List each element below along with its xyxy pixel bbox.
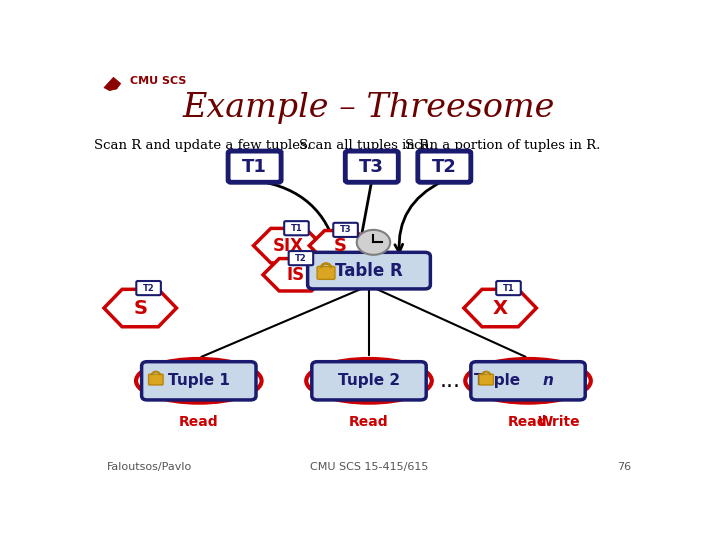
Ellipse shape bbox=[306, 359, 432, 403]
Polygon shape bbox=[253, 228, 323, 263]
Text: S: S bbox=[333, 237, 346, 255]
Ellipse shape bbox=[136, 359, 261, 403]
Text: Read: Read bbox=[508, 415, 548, 429]
FancyBboxPatch shape bbox=[284, 221, 309, 235]
Text: T1: T1 bbox=[503, 284, 514, 293]
FancyBboxPatch shape bbox=[333, 223, 358, 237]
Polygon shape bbox=[310, 231, 371, 261]
Polygon shape bbox=[464, 289, 536, 327]
Text: Read: Read bbox=[179, 415, 219, 429]
Text: ...: ... bbox=[439, 371, 460, 391]
Text: Scan a portion of tuples in R.: Scan a portion of tuples in R. bbox=[405, 139, 600, 152]
FancyBboxPatch shape bbox=[307, 252, 431, 289]
Text: X: X bbox=[492, 299, 508, 318]
FancyBboxPatch shape bbox=[471, 362, 585, 400]
Text: CMU SCS 15-415/615: CMU SCS 15-415/615 bbox=[310, 462, 428, 472]
Text: T1: T1 bbox=[291, 224, 302, 233]
FancyBboxPatch shape bbox=[418, 151, 471, 183]
Text: T3: T3 bbox=[359, 158, 384, 176]
FancyBboxPatch shape bbox=[312, 362, 426, 400]
FancyBboxPatch shape bbox=[148, 374, 163, 385]
FancyBboxPatch shape bbox=[142, 362, 256, 400]
FancyBboxPatch shape bbox=[496, 281, 521, 295]
Text: T2: T2 bbox=[295, 254, 307, 262]
Circle shape bbox=[356, 230, 390, 255]
FancyBboxPatch shape bbox=[317, 266, 335, 279]
Text: Table R: Table R bbox=[335, 261, 403, 280]
Text: Write: Write bbox=[537, 415, 580, 429]
Text: T3: T3 bbox=[340, 225, 351, 234]
Text: 76: 76 bbox=[617, 462, 631, 472]
FancyBboxPatch shape bbox=[228, 151, 281, 183]
Polygon shape bbox=[263, 259, 328, 291]
Text: Scan all tuples in R.: Scan all tuples in R. bbox=[300, 139, 433, 152]
Ellipse shape bbox=[465, 359, 591, 403]
Text: T2: T2 bbox=[432, 158, 456, 176]
Polygon shape bbox=[104, 77, 121, 91]
Text: Tuple 1: Tuple 1 bbox=[168, 373, 230, 388]
Text: S: S bbox=[133, 299, 147, 318]
FancyBboxPatch shape bbox=[289, 251, 313, 265]
Text: Read: Read bbox=[349, 415, 389, 429]
Text: SIX: SIX bbox=[273, 237, 304, 255]
Text: CMU SCS: CMU SCS bbox=[130, 76, 186, 86]
Polygon shape bbox=[104, 289, 176, 327]
Text: T1: T1 bbox=[242, 158, 267, 176]
Text: Example – Threesome: Example – Threesome bbox=[183, 92, 555, 124]
Text: Tuple: Tuple bbox=[474, 373, 526, 388]
FancyBboxPatch shape bbox=[136, 281, 161, 295]
Text: Tuple 2: Tuple 2 bbox=[338, 373, 400, 388]
FancyBboxPatch shape bbox=[346, 151, 398, 183]
Text: Faloutsos/Pavlo: Faloutsos/Pavlo bbox=[107, 462, 192, 472]
Text: Scan R and update a few tuples.: Scan R and update a few tuples. bbox=[94, 139, 312, 152]
Text: IS: IS bbox=[287, 266, 305, 284]
Text: T2: T2 bbox=[143, 284, 155, 293]
FancyBboxPatch shape bbox=[479, 374, 493, 385]
Text: n: n bbox=[542, 373, 553, 388]
